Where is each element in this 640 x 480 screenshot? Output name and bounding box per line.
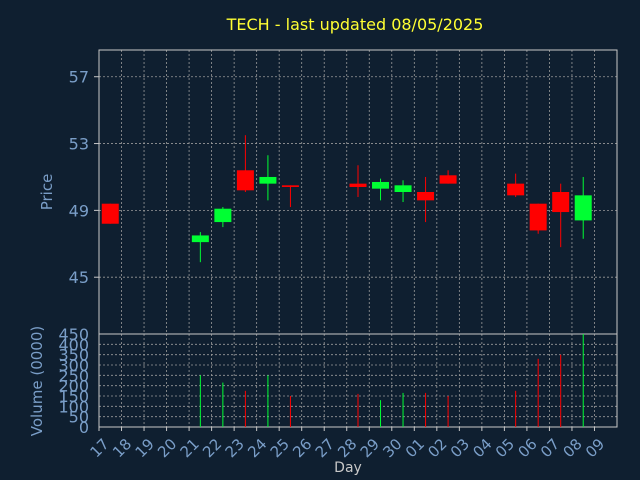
volume-tick-label: 50 [69,408,89,427]
volume-tick-label: 450 [58,325,89,344]
candle-body [349,183,367,187]
chart-title: TECH - last updated 08/05/2025 [226,15,484,34]
candle-body [574,195,592,221]
candle-body [394,185,412,192]
price-tick-label: 49 [69,201,89,220]
volume-tick-label: 300 [58,356,89,375]
candle-body [101,203,119,224]
candle-body [529,203,547,231]
volume-tick-label: 0 [79,418,89,437]
candle-body [281,185,299,187]
x-axis-label: Day [334,460,362,476]
candle-body [552,192,570,213]
volume-tick-label: 200 [58,377,89,396]
volume-axis-label: Volume (0000) [28,326,46,436]
volume-tick-label: 250 [58,366,89,385]
candle-body [439,175,457,184]
candle-body [259,176,277,184]
volume-tick-label: 350 [58,346,89,365]
price-tick-label: 45 [69,268,89,287]
candle-body [214,208,232,223]
price-tick-label: 53 [69,135,89,154]
volume-tick-label: 100 [58,397,89,416]
price-panel: 45 49 53 57 [69,49,618,335]
candle-body [417,192,435,201]
price-axis-label: Price [38,174,56,211]
candle-body [372,181,390,189]
candle-body [191,235,209,243]
price-tick-label: 57 [69,68,89,87]
candle-body [236,170,254,191]
candle-body [507,183,525,196]
volume-tick-label: 150 [58,387,89,406]
volume-tick-label: 400 [58,335,89,354]
